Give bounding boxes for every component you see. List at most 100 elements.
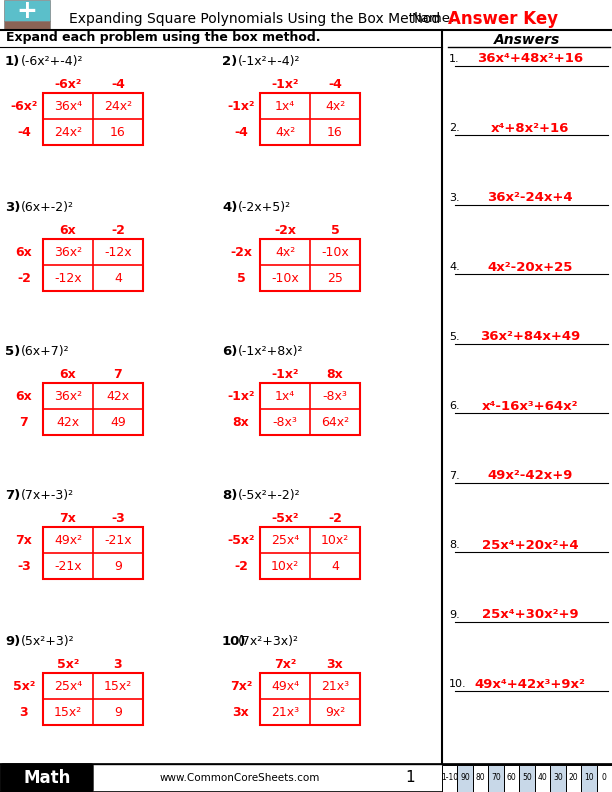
Text: 70: 70 [491, 774, 501, 782]
Bar [260, 383, 360, 435]
Text: -8x³: -8x³ [272, 416, 297, 428]
Bar [260, 239, 360, 291]
Text: 60: 60 [507, 774, 517, 782]
Text: 6.: 6. [449, 402, 460, 411]
Text: 10): 10) [222, 635, 247, 648]
Text: 9x²: 9x² [325, 706, 345, 718]
Text: 20: 20 [569, 774, 578, 782]
Text: 36x²+84x+49: 36x²+84x+49 [480, 330, 580, 343]
Text: 3: 3 [114, 657, 122, 671]
Text: Answers: Answers [494, 33, 560, 47]
Text: (-6x²+-4)²: (-6x²+-4)² [21, 55, 83, 68]
Text: -6x²: -6x² [54, 78, 81, 90]
Text: -21x: -21x [104, 534, 132, 546]
Text: 10.: 10. [449, 679, 466, 689]
Text: 9: 9 [114, 706, 122, 718]
Text: -2: -2 [234, 559, 248, 573]
Text: 3: 3 [20, 706, 28, 718]
Text: (5x²+3)²: (5x²+3)² [21, 635, 75, 648]
Text: 5.: 5. [449, 332, 460, 342]
Text: 42x: 42x [56, 416, 80, 428]
Text: -1x²: -1x² [271, 78, 299, 90]
Text: -2x: -2x [230, 246, 252, 258]
Text: 90: 90 [460, 774, 470, 782]
Text: 3): 3) [5, 201, 20, 214]
Text: 9): 9) [5, 635, 20, 648]
Text: 4x²: 4x² [275, 246, 295, 258]
Text: 4x²: 4x² [275, 125, 295, 139]
Text: 25x⁴+30x²+9: 25x⁴+30x²+9 [482, 608, 578, 621]
Text: 10x²: 10x² [321, 534, 349, 546]
Bar [260, 93, 360, 145]
Text: 1x⁴: 1x⁴ [275, 390, 295, 402]
Text: -4: -4 [234, 125, 248, 139]
Text: 49x²-42x+9: 49x²-42x+9 [487, 469, 573, 482]
Text: 5x²: 5x² [57, 657, 79, 671]
Text: -4: -4 [17, 125, 31, 139]
Bar [4, 21, 50, 30]
Text: Expand each problem using the box method.: Expand each problem using the box method… [6, 32, 321, 44]
Text: 36x⁴: 36x⁴ [54, 100, 82, 112]
Text: 6x: 6x [16, 390, 32, 402]
Bar [43, 673, 143, 725]
Text: -2: -2 [17, 272, 31, 284]
Text: 6x: 6x [16, 246, 32, 258]
Text: 16: 16 [110, 125, 126, 139]
Text: 9.: 9. [449, 610, 460, 619]
Text: 4.: 4. [449, 262, 460, 272]
Text: 36x²-24x+4: 36x²-24x+4 [487, 192, 573, 204]
Text: 16: 16 [327, 125, 343, 139]
Text: -12x: -12x [54, 272, 82, 284]
Text: 4): 4) [222, 201, 237, 214]
Text: x⁴+8x²+16: x⁴+8x²+16 [491, 122, 569, 135]
Bar [473, 764, 488, 791]
Text: 64x²: 64x² [321, 416, 349, 428]
Text: 8x: 8x [233, 416, 249, 428]
Text: 25x⁴: 25x⁴ [54, 680, 82, 692]
Text: 49x⁴+42x³+9x²: 49x⁴+42x³+9x² [474, 677, 586, 691]
Text: -8x³: -8x³ [323, 390, 348, 402]
Text: +: + [17, 0, 37, 23]
Text: 21x³: 21x³ [271, 706, 299, 718]
Text: -3: -3 [111, 512, 125, 524]
Text: 3x: 3x [233, 706, 249, 718]
Text: (7x²+3x)²: (7x²+3x)² [238, 635, 299, 648]
Text: 3.: 3. [449, 193, 460, 203]
Text: 36x²: 36x² [54, 390, 82, 402]
Text: -12x: -12x [104, 246, 132, 258]
Text: 4x²: 4x² [325, 100, 345, 112]
Text: -1x²: -1x² [227, 390, 255, 402]
Text: x⁴-16x³+64x²: x⁴-16x³+64x² [482, 400, 578, 413]
Text: -10x: -10x [271, 272, 299, 284]
Text: 5x²: 5x² [13, 680, 35, 692]
Text: 49x²: 49x² [54, 534, 82, 546]
Text: 25x⁴+20x²+4: 25x⁴+20x²+4 [482, 539, 578, 551]
Text: 5: 5 [237, 272, 245, 284]
Bar [565, 764, 581, 791]
Bar [260, 673, 360, 725]
Text: 25x⁴: 25x⁴ [271, 534, 299, 546]
Text: 6x: 6x [59, 223, 76, 237]
Text: (6x+7)²: (6x+7)² [21, 345, 70, 358]
Text: 40: 40 [537, 774, 547, 782]
FancyBboxPatch shape [1, 764, 93, 792]
Text: 4x²-20x+25: 4x²-20x+25 [487, 261, 573, 274]
Text: 8): 8) [222, 489, 237, 502]
Text: -5x²: -5x² [227, 534, 255, 546]
Text: 7x: 7x [59, 512, 76, 524]
Text: 7x²: 7x² [274, 657, 296, 671]
Text: 9: 9 [114, 559, 122, 573]
Text: 1: 1 [405, 771, 415, 786]
Bar [581, 764, 597, 791]
Text: 7: 7 [114, 367, 122, 380]
Text: Math: Math [23, 769, 71, 787]
Text: 21x³: 21x³ [321, 680, 349, 692]
Text: -10x: -10x [321, 246, 349, 258]
Bar [43, 93, 143, 145]
Bar [550, 764, 565, 791]
Text: -2: -2 [111, 223, 125, 237]
Bar [4, 0, 50, 21]
Text: 15x²: 15x² [104, 680, 132, 692]
Bar [597, 764, 612, 791]
Text: 5): 5) [5, 345, 20, 358]
